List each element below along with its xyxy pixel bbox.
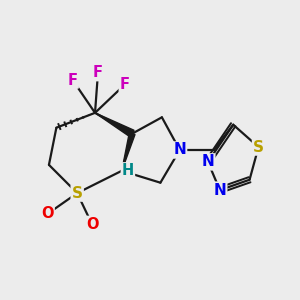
Text: N: N: [214, 183, 226, 198]
Text: N: N: [202, 154, 214, 169]
Text: H: H: [122, 163, 134, 178]
Text: O: O: [41, 206, 54, 221]
Polygon shape: [122, 133, 135, 171]
Text: F: F: [93, 65, 103, 80]
Text: S: S: [72, 186, 83, 201]
Polygon shape: [95, 113, 134, 137]
Text: S: S: [253, 140, 264, 154]
Text: O: O: [86, 217, 98, 232]
Text: F: F: [68, 73, 78, 88]
Text: F: F: [120, 77, 130, 92]
Text: N: N: [173, 142, 186, 158]
